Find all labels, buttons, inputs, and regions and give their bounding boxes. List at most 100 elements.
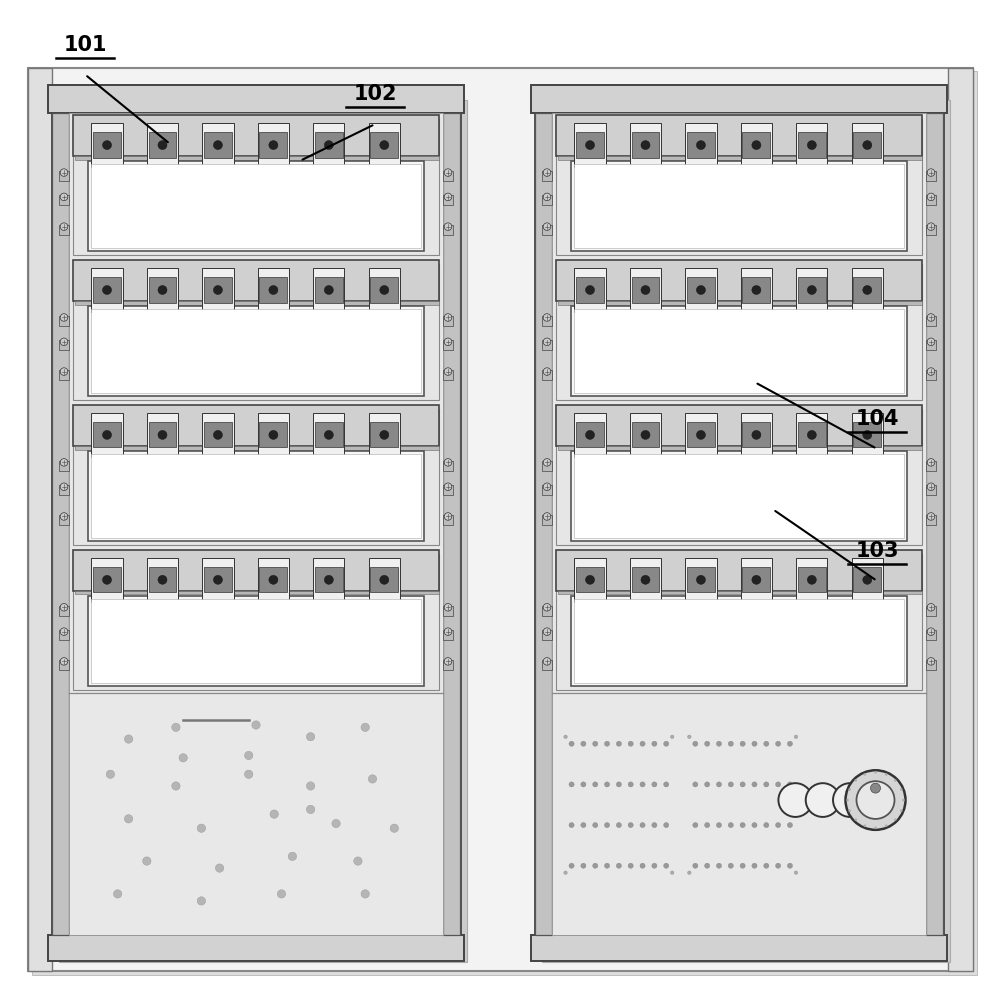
Circle shape [213, 575, 222, 584]
Bar [576, 422, 604, 448]
Circle shape [543, 604, 551, 611]
Circle shape [569, 781, 574, 787]
Circle shape [705, 741, 710, 747]
Bar [800, 456, 824, 476]
Bar [202, 558, 234, 602]
Circle shape [324, 141, 333, 150]
Circle shape [581, 863, 586, 868]
Circle shape [640, 863, 645, 868]
Bar [59, 606, 69, 616]
Circle shape [652, 781, 657, 787]
Bar [73, 550, 439, 591]
Circle shape [324, 286, 333, 295]
Bar [689, 601, 713, 621]
Bar [204, 132, 232, 158]
Circle shape [564, 871, 567, 875]
Bar [52, 113, 69, 935]
Circle shape [581, 781, 586, 787]
Bar [744, 166, 769, 186]
Bar [926, 171, 936, 181]
Bar [926, 486, 936, 496]
Circle shape [848, 788, 851, 790]
Bar [535, 93, 943, 955]
Bar [443, 113, 460, 935]
Circle shape [787, 741, 793, 747]
Bar [796, 413, 827, 457]
Bar [853, 277, 881, 303]
Circle shape [652, 741, 657, 747]
Bar [531, 85, 947, 113]
Circle shape [693, 781, 698, 787]
Bar [59, 225, 69, 235]
Bar [556, 550, 922, 591]
Bar [798, 422, 826, 448]
Bar [369, 558, 400, 602]
Bar [926, 461, 936, 471]
Bar [576, 567, 604, 593]
Bar [202, 123, 234, 167]
Circle shape [60, 193, 68, 201]
Bar [443, 316, 453, 326]
Bar [91, 454, 421, 538]
Bar [542, 515, 552, 525]
Circle shape [776, 741, 781, 747]
Bar [204, 567, 232, 593]
Bar [574, 599, 904, 683]
Circle shape [664, 863, 669, 868]
Bar [948, 68, 973, 971]
Bar [88, 596, 424, 686]
Bar [742, 277, 770, 303]
Bar [93, 422, 121, 448]
Bar [91, 413, 123, 457]
Bar [633, 311, 658, 331]
Bar [633, 166, 658, 186]
Circle shape [927, 314, 935, 322]
Bar [558, 446, 922, 450]
Bar [91, 558, 123, 602]
Bar [88, 161, 424, 251]
Bar [258, 123, 289, 167]
Circle shape [444, 314, 452, 322]
Bar [571, 306, 907, 396]
Bar [88, 451, 424, 541]
Circle shape [288, 852, 297, 861]
Circle shape [894, 780, 897, 781]
Circle shape [103, 430, 112, 439]
Bar [578, 601, 602, 621]
Bar [259, 422, 287, 448]
Bar [313, 268, 344, 312]
Circle shape [124, 735, 133, 743]
Circle shape [927, 483, 935, 491]
Bar [313, 558, 344, 602]
Circle shape [444, 338, 452, 346]
Bar [88, 306, 424, 396]
Bar [443, 225, 453, 235]
Bar [558, 156, 922, 160]
Circle shape [593, 863, 598, 868]
Circle shape [269, 575, 278, 584]
Circle shape [60, 657, 68, 665]
Circle shape [794, 735, 798, 739]
Circle shape [628, 741, 633, 747]
Bar [798, 132, 826, 158]
Bar [95, 311, 119, 331]
Circle shape [586, 141, 595, 150]
Bar [59, 631, 69, 640]
Circle shape [705, 781, 710, 787]
Bar [150, 166, 175, 186]
Circle shape [444, 657, 452, 665]
Circle shape [794, 871, 798, 875]
Circle shape [885, 774, 888, 776]
Circle shape [124, 814, 133, 823]
Circle shape [874, 771, 877, 774]
Circle shape [854, 818, 857, 821]
Bar [742, 567, 770, 593]
Bar [685, 413, 717, 457]
Bar [206, 311, 230, 331]
Circle shape [380, 575, 389, 584]
Circle shape [213, 141, 222, 150]
Circle shape [158, 286, 167, 295]
Bar [542, 196, 552, 206]
Circle shape [728, 822, 733, 827]
Circle shape [60, 367, 68, 375]
